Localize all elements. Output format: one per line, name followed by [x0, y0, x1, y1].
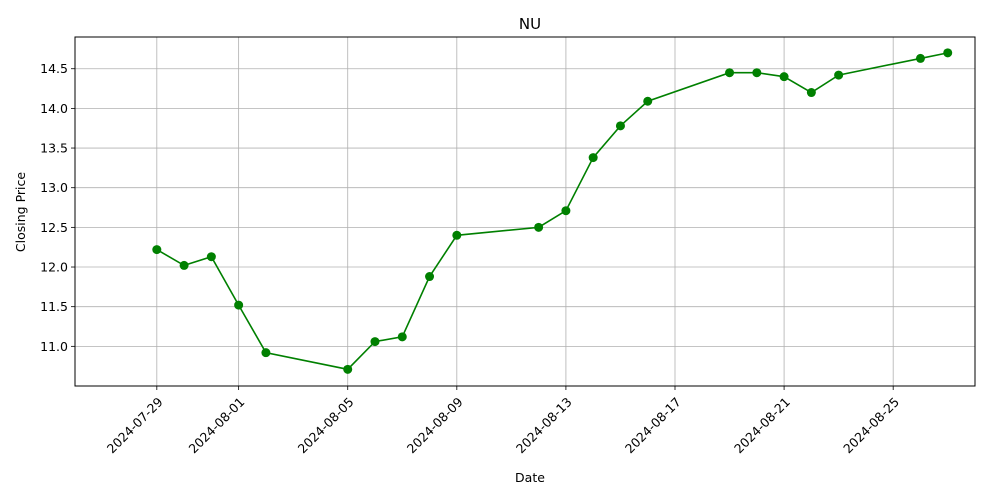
y-tick-label: 14.0	[40, 101, 68, 116]
y-tick-label: 12.5	[40, 220, 68, 235]
data-point	[152, 245, 162, 255]
y-tick-label: 11.0	[40, 339, 68, 354]
y-tick-label: 14.5	[40, 61, 68, 76]
y-tick-label: 12.0	[40, 260, 68, 275]
y-axis-label: Closing Price	[13, 172, 28, 252]
data-point	[534, 222, 544, 232]
data-point	[397, 332, 407, 342]
data-point	[943, 48, 953, 58]
y-tick-label: 13.0	[40, 180, 68, 195]
chart-title: NU	[519, 15, 541, 33]
data-point	[234, 300, 244, 310]
series-layer	[152, 48, 953, 374]
data-point	[370, 337, 380, 347]
data-point	[452, 230, 462, 240]
x-axis-label: Date	[515, 470, 545, 485]
data-point	[425, 272, 435, 282]
data-point	[561, 206, 571, 216]
data-point	[915, 53, 925, 63]
y-tick-label: 11.5	[40, 299, 68, 314]
y-tick-label: 13.5	[40, 141, 68, 156]
y-ticks: 11.0 11.5 12.0 12.5 13.0 13.5 14.0 14.5	[40, 61, 75, 354]
data-point	[834, 70, 844, 80]
data-point	[752, 68, 762, 78]
grid	[75, 37, 975, 386]
data-point	[588, 153, 598, 163]
data-point	[261, 348, 271, 358]
data-point	[643, 96, 653, 106]
data-point	[343, 364, 353, 374]
data-point	[615, 121, 625, 131]
data-point	[779, 72, 789, 82]
data-point	[179, 260, 189, 270]
series-line	[156, 52, 948, 371]
plot-frame	[74, 36, 976, 387]
data-point	[206, 252, 216, 262]
data-point	[806, 88, 816, 98]
data-point	[725, 68, 735, 78]
